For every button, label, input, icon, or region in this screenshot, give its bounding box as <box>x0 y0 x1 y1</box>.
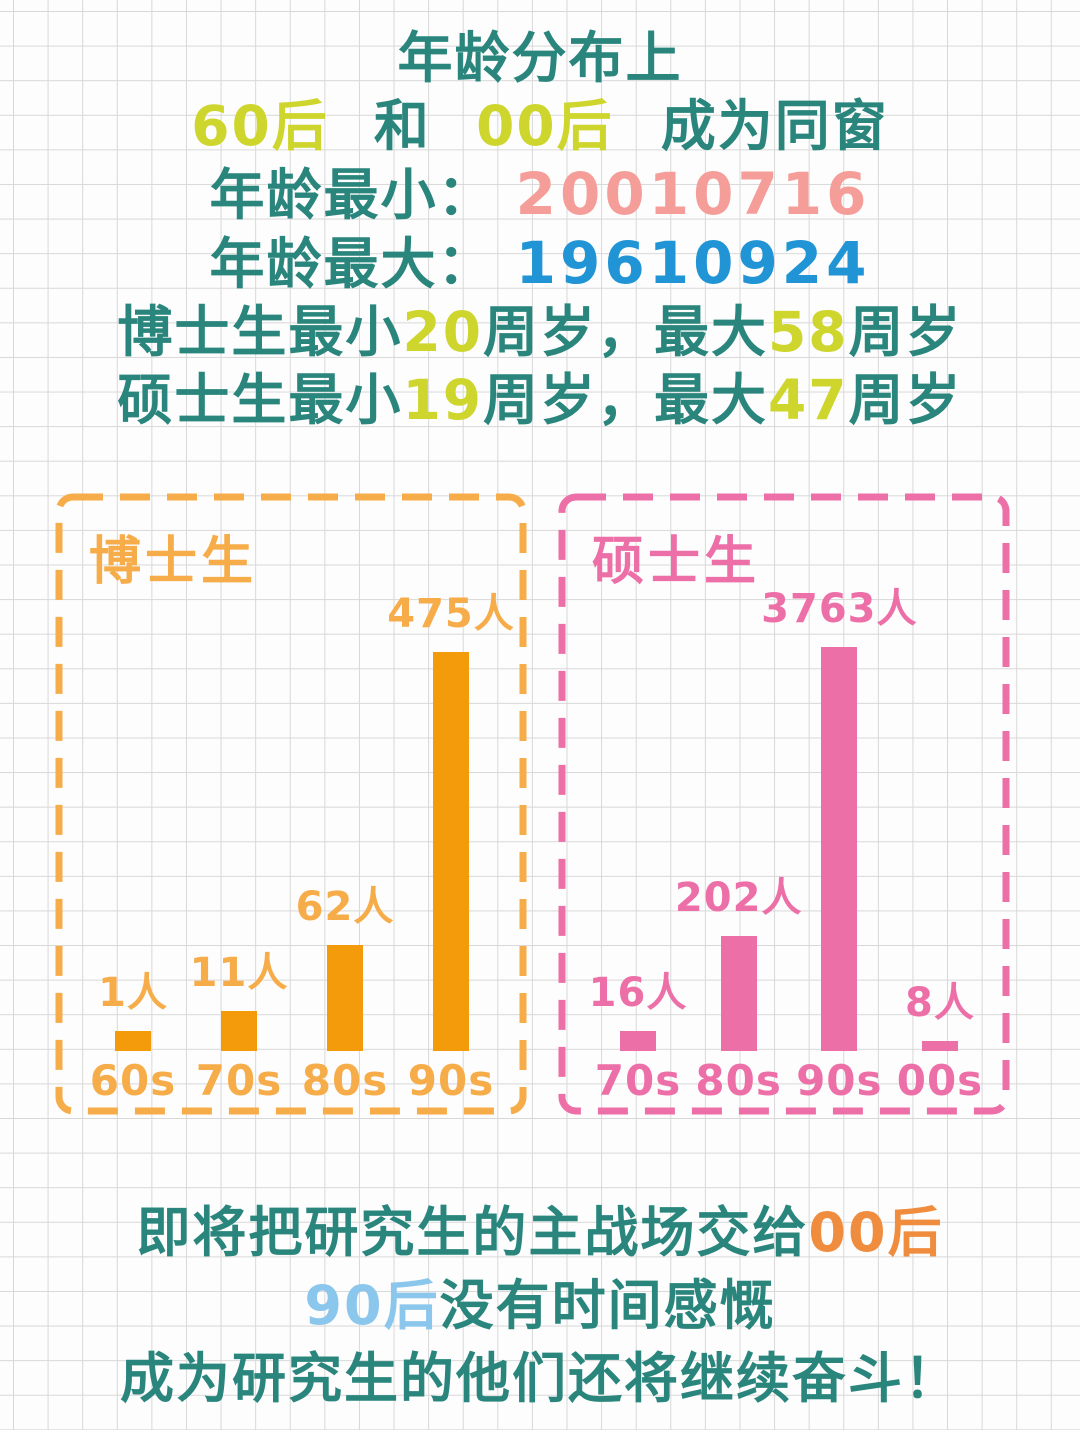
chart-column: 62人 80s <box>296 874 394 1105</box>
cohort-line: 60后 和 00后 成为同窗 <box>0 92 1080 160</box>
phd-chart: 博士生 1人 60s 11人 70s 62人 80s 475人 90s <box>55 493 527 1115</box>
footer-90s-highlight: 90后 <box>304 1274 440 1337</box>
chart-title: 硕士生 <box>592 532 761 592</box>
category-label: 90s <box>796 1056 883 1105</box>
dashed-border <box>558 493 1010 1115</box>
bar-value-label: 8人 <box>905 980 975 1026</box>
footer-line-3: 成为研究生的他们还将继续奋斗！ <box>0 1342 1080 1415</box>
min-age-line: 年龄最小： 20010716 <box>0 160 1080 229</box>
footer-line-1: 即将把研究生的主战场交给00后 <box>0 1196 1080 1269</box>
master-range-text: 硕士生最小 <box>117 368 403 432</box>
footer-line3-text: 成为研究生的他们还将继续奋斗！ <box>120 1347 960 1410</box>
bar <box>327 945 363 1051</box>
cohort-and: 和 <box>373 94 431 158</box>
category-label: 00s <box>896 1056 984 1105</box>
phd-min-age: 20 <box>402 300 483 364</box>
bar-value-label: 16人 <box>588 970 688 1016</box>
footer-00s-highlight: 00后 <box>808 1201 944 1264</box>
max-age-value: 19610924 <box>515 229 871 297</box>
phd-max-age: 58 <box>768 300 849 364</box>
chart-column: 475人 90s <box>387 581 514 1105</box>
bar-value-label: 475人 <box>387 591 515 637</box>
min-age-label: 年龄最小： <box>209 163 495 227</box>
footer-line1-text: 即将把研究生的主战场交给 <box>136 1201 809 1264</box>
title-text: 年龄分布上 <box>397 26 683 90</box>
max-age-line: 年龄最大： 19610924 <box>0 229 1080 298</box>
bar <box>433 652 469 1051</box>
phd-range-text: 周岁 <box>848 300 963 364</box>
bar-value-label: 62人 <box>295 884 395 930</box>
dashed-border <box>55 493 527 1115</box>
category-label: 90s <box>407 1056 495 1105</box>
bar-value-label: 1人 <box>98 970 168 1016</box>
bar <box>720 936 757 1051</box>
bar <box>620 1031 656 1051</box>
phd-age-range-line: 博士生最小20周岁，最大58周岁 <box>0 298 1080 366</box>
min-age-value: 20010716 <box>515 160 871 228</box>
cohort-rest: 成为同窗 <box>660 94 889 158</box>
footer-line-2: 90后没有时间感慨 <box>0 1269 1080 1342</box>
bar <box>921 1041 958 1051</box>
bar-value-label: 202人 <box>674 875 803 921</box>
chart-columns: 1人 60s 11人 70s 62人 80s 475人 90s <box>87 493 514 1105</box>
chart-column: 1人 60s <box>87 960 179 1105</box>
max-age-label: 年龄最大： <box>209 232 495 296</box>
category-label: 80s <box>695 1056 782 1105</box>
cohort-60s: 60后 <box>191 94 329 158</box>
phd-range-text: 博士生最小 <box>117 300 403 364</box>
chart-column: 202人 80s <box>675 865 802 1105</box>
footer-line2-text: 没有时间感慨 <box>439 1274 776 1337</box>
title-line: 年龄分布上 <box>0 24 1080 92</box>
chart-title: 博士生 <box>89 532 258 592</box>
master-range-text: 周岁 <box>848 368 963 432</box>
footer-conclusion: 即将把研究生的主战场交给00后 90后没有时间感慨 成为研究生的他们还将继续奋斗… <box>0 1196 1080 1415</box>
master-max-age: 47 <box>768 368 849 432</box>
master-chart: 硕士生 16人 70s 202人 80s 3763人 90s 8人 00s <box>558 493 1010 1115</box>
category-label: 70s <box>195 1056 283 1105</box>
chart-column: 11人 70s <box>190 940 288 1105</box>
master-age-range-line: 硕士生最小19周岁，最大47周岁 <box>0 366 1080 434</box>
category-label: 60s <box>89 1056 177 1105</box>
category-label: 70s <box>594 1056 682 1105</box>
bar-value-label: 11人 <box>189 950 289 996</box>
chart-column: 8人 00s <box>894 970 986 1105</box>
phd-range-text: 周岁，最大 <box>482 300 768 364</box>
chart-column: 16人 70s <box>589 960 687 1105</box>
bar <box>821 647 858 1051</box>
chart-column: 3763人 90s <box>761 576 916 1105</box>
master-min-age: 19 <box>402 368 483 432</box>
header-stats: 年龄分布上 60后 和 00后 成为同窗 年龄最小： 20010716 年龄最大… <box>0 24 1080 434</box>
master-range-text: 周岁，最大 <box>482 368 768 432</box>
bar <box>115 1031 151 1051</box>
bar-value-label: 3763人 <box>761 586 918 632</box>
cohort-00s: 00后 <box>476 94 614 158</box>
chart-columns: 16人 70s 202人 80s 3763人 90s 8人 00s <box>589 493 986 1105</box>
bar <box>221 1011 257 1051</box>
category-label: 80s <box>301 1056 389 1105</box>
